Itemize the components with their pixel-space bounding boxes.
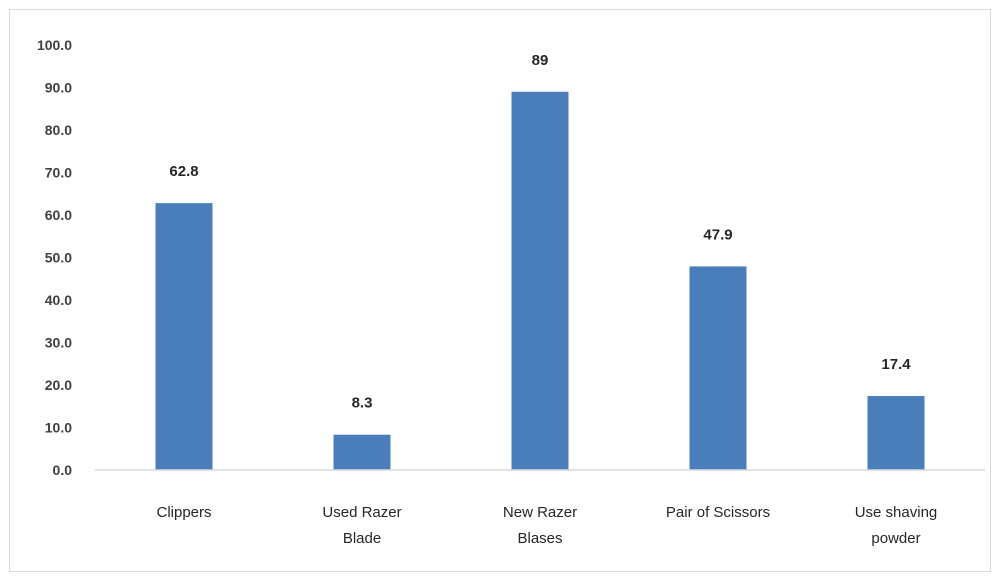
data-label: 47.9: [703, 226, 732, 243]
data-label: 89: [532, 52, 549, 69]
data-label: 8.3: [352, 395, 373, 412]
category-label: Clippers: [156, 504, 211, 521]
bar: [867, 396, 925, 470]
data-labels: 62.8 8.3 89 47.9 17.4: [169, 52, 911, 412]
bar: [333, 434, 391, 470]
y-tick-label: 30.0: [45, 335, 72, 351]
bar: [155, 203, 213, 470]
y-tick-label: 90.0: [45, 80, 72, 96]
category-labels: Clippers Used Razer Blade New Razer Blases Pa…: [156, 504, 937, 547]
y-tick-label: 40.0: [45, 292, 72, 308]
y-tick-label: 50.0: [45, 250, 72, 266]
category-label: Pair of Scissors: [666, 504, 770, 521]
y-axis-ticks: 0.0 10.0 20.0 30.0 40.0 50.0 60.0 70.0 80.0 90.0 1…: [37, 37, 72, 478]
y-tick-label: 0.0: [53, 462, 73, 478]
bars: [155, 91, 925, 470]
data-label: 62.8: [169, 163, 198, 180]
y-tick-label: 60.0: [45, 207, 72, 223]
data-label: 17.4: [881, 356, 911, 373]
bar: [689, 266, 747, 470]
y-tick-label: 10.0: [45, 420, 72, 436]
y-tick-label: 20.0: [45, 377, 72, 393]
y-tick-label: 70.0: [45, 165, 72, 181]
y-tick-label: 100.0: [37, 37, 72, 53]
y-tick-label: 80.0: [45, 122, 72, 138]
category-label: Used Razer Blade: [322, 504, 401, 547]
category-label: Use shaving powder: [855, 504, 938, 547]
bar: [511, 91, 569, 470]
category-label: New Razer Blases: [503, 504, 577, 547]
